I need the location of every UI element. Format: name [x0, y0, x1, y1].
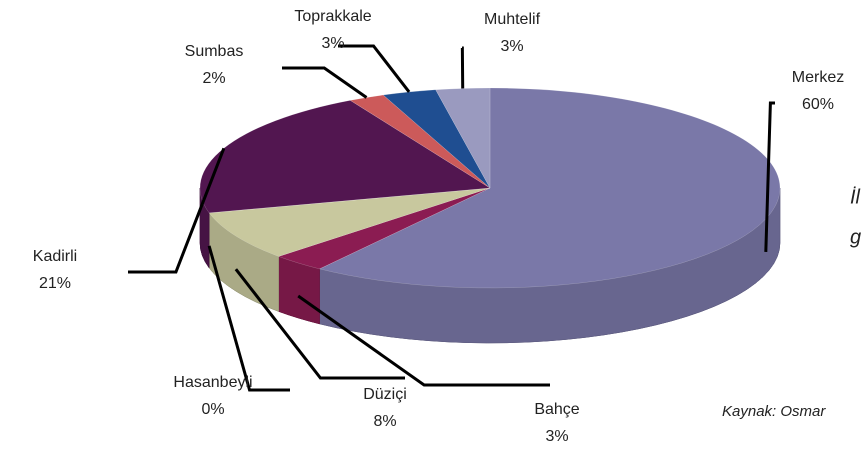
- slice-label: Toprakkale: [294, 8, 371, 25]
- annotation: g: [850, 226, 861, 248]
- value-label: 60%: [802, 96, 834, 113]
- leader-line: [764, 101, 775, 252]
- leader-line: [338, 44, 411, 93]
- annotation: İl: [850, 186, 861, 208]
- value-label: 2%: [202, 70, 225, 87]
- leader-line: [128, 147, 226, 274]
- value-label: 3%: [500, 38, 523, 55]
- value-label: 8%: [373, 413, 396, 430]
- leader-line: [234, 268, 405, 380]
- slice: [199, 100, 491, 214]
- value-label: 21%: [39, 275, 71, 292]
- leader-line: [282, 66, 368, 99]
- value-label: 3%: [321, 35, 344, 52]
- value-label: 3%: [545, 428, 568, 445]
- slice: [435, 87, 491, 189]
- slice-label: Merkez: [792, 69, 844, 86]
- source-note: Kaynak: Osmar: [722, 403, 826, 420]
- slice-label: Düziçi: [363, 386, 407, 403]
- slice-label: Sumbas: [185, 43, 244, 60]
- value-label: 0%: [201, 401, 224, 418]
- slice-label: Muhtelif: [484, 11, 541, 28]
- leader-line: [207, 245, 290, 392]
- slice-label: Bahçe: [534, 401, 579, 418]
- slice-label: Kadirli: [33, 248, 77, 265]
- slice-label: Hasanbeyli: [173, 374, 252, 391]
- slice: [209, 187, 491, 214]
- leader-line: [460, 46, 465, 89]
- leader-line: [297, 294, 550, 387]
- slice: [277, 187, 491, 270]
- slice: [208, 187, 491, 257]
